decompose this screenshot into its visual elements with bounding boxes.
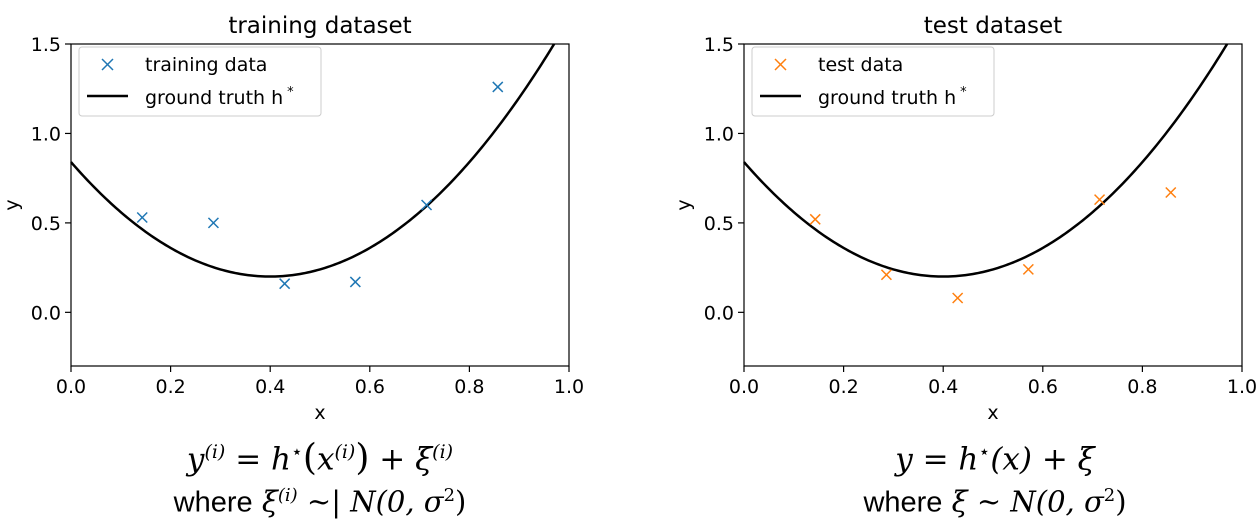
y-axis-label: y	[673, 199, 695, 210]
x-axis-label: x	[314, 402, 325, 424]
data-point	[1022, 263, 1034, 275]
x-tick-labels: 0.0 0.2 0.4 0.6 0.8 1.0	[729, 366, 1257, 398]
x-tick-label: 0.0	[729, 376, 759, 398]
x-tick-label: 0.8	[1127, 376, 1157, 398]
x-tick-label: 0.4	[928, 376, 958, 398]
right-noise-distribution: where ξ ~ N(0, σ2)	[863, 484, 1127, 519]
legend-label-ground-truth: ground truth h​*	[145, 85, 294, 109]
x-tick-label: 0.2	[155, 376, 185, 398]
data-point	[952, 292, 964, 304]
plot-frame	[743, 43, 1243, 367]
legend-label-training-data: training data	[145, 54, 267, 76]
x-tick-labels: 0.0 0.2 0.4 0.6 0.8 1.0	[56, 366, 584, 398]
chart-title: training dataset	[228, 13, 411, 39]
x-tick-label: 0.2	[828, 376, 858, 398]
legend-box	[751, 46, 995, 117]
y-tick-labels: 0.0 0.5 1.0 1.5	[31, 34, 71, 324]
x-tick-label: 0.6	[355, 376, 385, 398]
ground-truth-line	[70, 43, 556, 278]
y-tick-label: 1.5	[31, 34, 61, 56]
left-formula: y(i) = h⋆(x(i)) + ξ(i) where ξ(i) ~| N(0…	[60, 433, 580, 521]
data-point	[136, 211, 148, 224]
y-tick-label: 0.0	[704, 302, 734, 324]
x-tick-label: 0.4	[255, 376, 285, 398]
x-tick-label: 0.8	[454, 376, 484, 398]
x-tick-label: 1.0	[554, 376, 584, 398]
data-point	[809, 213, 821, 225]
data-markers	[809, 186, 1177, 304]
figure: training dataset 0.00.51.01.5 0.0 0.2 0.4 0…	[1, 13, 1257, 424]
data-point	[349, 276, 361, 288]
ground-truth-curve	[743, 43, 1229, 278]
right-formula: y = h⋆(x) + ξ where ξ ~ N(0, σ2)	[760, 433, 1230, 521]
ground-truth-line	[743, 43, 1229, 278]
y-tick-label: 1.5	[704, 34, 734, 56]
legend-marker-x	[101, 58, 114, 71]
plot-frame	[70, 43, 570, 367]
left-model-equation: y(i) = h⋆(x(i)) + ξ(i)	[186, 437, 454, 479]
data-point	[492, 81, 504, 93]
data-point	[207, 217, 219, 229]
y-tick-label: 0.5	[704, 213, 734, 235]
left-noise-distribution: where ξ(i) ~| N(0, σ2)	[173, 484, 467, 519]
legend-marker-x	[774, 58, 787, 71]
ground-truth-curve	[70, 43, 556, 278]
training-panel: training dataset 0.00.51.01.5 0.0 0.2 0.4 0…	[1, 13, 584, 424]
legend: test data ground truth h​*	[751, 46, 995, 117]
y-tick-label: 0.5	[31, 213, 61, 235]
data-point	[421, 199, 433, 211]
legend-label-ground-truth: ground truth h​*	[818, 85, 967, 109]
data-point	[1165, 186, 1177, 199]
x-tick-label: 1.0	[1227, 376, 1257, 398]
data-point	[880, 269, 892, 281]
y-tick-label: 1.0	[704, 123, 734, 145]
y-tick-labels: 0.0 0.5 1.0 1.5	[704, 34, 744, 324]
x-tick-label: 0.0	[56, 376, 86, 398]
y-tick-label: 1.0	[31, 123, 61, 145]
legend-label-test-data: test data	[818, 54, 903, 76]
data-markers	[136, 81, 504, 290]
y-axis-label: y	[1, 199, 23, 210]
y-tick-label: 0.0	[31, 302, 61, 324]
chart-title: test dataset	[924, 13, 1062, 39]
x-axis-label: x	[987, 402, 998, 424]
legend-box	[78, 46, 322, 117]
data-point	[1094, 194, 1106, 206]
right-model-equation: y = h⋆(x) + ξ	[895, 441, 1095, 478]
x-tick-label: 0.6	[1028, 376, 1058, 398]
data-point	[279, 278, 291, 290]
legend: training data ground truth h​*	[78, 46, 322, 117]
test-panel: test dataset 0.00.51.01.5 0.0 0.2 0.4 0.6 0.…	[673, 13, 1257, 424]
